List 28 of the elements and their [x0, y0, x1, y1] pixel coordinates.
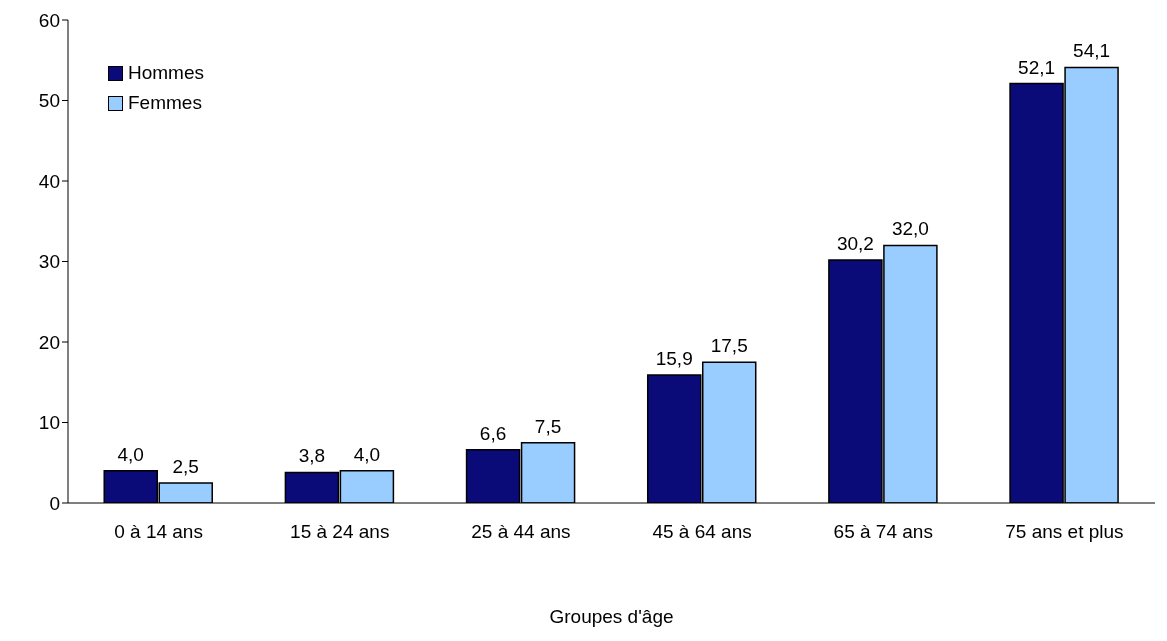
data-label: 3,8 [298, 445, 326, 467]
x-tick-label: 15 à 24 ans [290, 521, 390, 543]
x-tick-label: 65 à 74 ans [833, 521, 933, 543]
data-label: 32,0 [891, 218, 929, 240]
y-tick-label: 30 [38, 251, 60, 273]
data-label: 17,5 [710, 335, 748, 357]
y-tick-label: 40 [38, 170, 60, 192]
y-tick-label: 50 [38, 90, 60, 112]
data-label: 52,1 [1018, 56, 1056, 78]
y-tick-label: 10 [38, 412, 60, 434]
x-tick-label: 25 à 44 ans [471, 521, 571, 543]
data-label: 30,2 [836, 232, 874, 254]
data-label: 4,0 [353, 443, 381, 465]
legend-label: Femmes [128, 91, 202, 115]
x-tick-label: 0 à 14 ans [114, 521, 203, 543]
y-tick-label: 60 [38, 9, 60, 31]
x-tick-label: 75 ans et plus [1005, 521, 1124, 543]
data-label: 15,9 [655, 348, 693, 370]
data-label: 54,1 [1073, 40, 1111, 62]
data-label: 2,5 [172, 455, 199, 477]
data-label: 4,0 [117, 443, 144, 465]
x-axis-title: Groupes d'âge [549, 606, 674, 627]
data-label: 7,5 [534, 415, 562, 437]
x-tick-label: 45 à 64 ans [652, 521, 752, 543]
data-label: 6,6 [479, 422, 507, 444]
legend-label: Hommes [128, 61, 205, 85]
y-tick-label: 20 [38, 331, 60, 353]
y-tick-label: 0 [49, 492, 60, 514]
